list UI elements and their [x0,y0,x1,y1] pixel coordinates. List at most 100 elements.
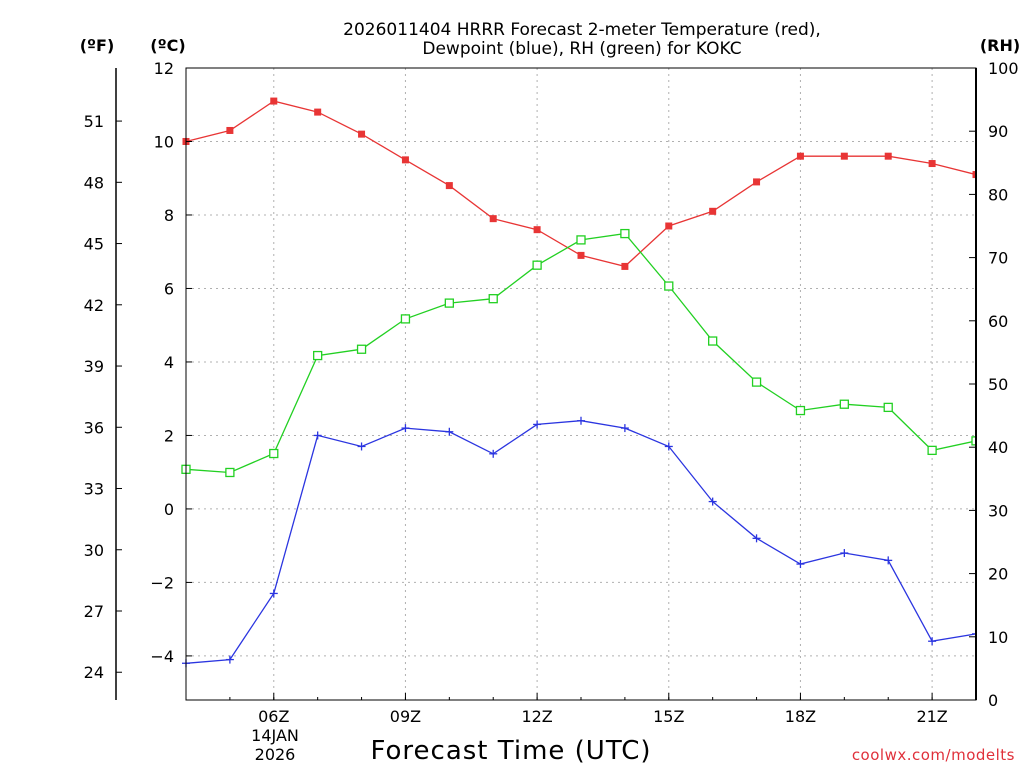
dewpoint-point [269,589,278,598]
dewpoint-point [796,560,805,569]
rh-tick-label: 80 [988,185,1008,204]
date-label-line1: 14JAN [251,726,299,745]
dewpoint-point [401,424,410,433]
dewpoint-point [840,549,849,558]
fahrenheit-tick-label: 30 [84,541,104,560]
dewpoint-point [884,556,893,565]
rh-point [356,344,367,354]
dewpoint-line [185,420,976,664]
temperature-point [445,182,453,190]
fahrenheit-tick-label: 48 [84,173,104,192]
x-tick-label: 21Z [916,707,947,726]
temperature-point [928,160,936,168]
celsius-tick-label: 4 [164,353,174,372]
temperature-point [314,108,322,116]
date-label-line2: 2026 [255,745,296,764]
rh-point [532,260,542,270]
dewpoint-point [313,431,322,440]
rh-point [883,402,893,413]
fahrenheit-tick-label: 33 [84,480,104,499]
axes-layer: 06Z 09Z 12Z 15Z 18Z 21Z−4−2024681012242730333… [84,59,1019,726]
x-tick-label: 09Z [390,707,421,726]
rh-tick-label: 30 [988,501,1008,520]
series-layer [181,97,976,668]
rh-point [751,377,762,387]
rh-tick-label: 20 [988,565,1008,584]
dewpoint-point [489,449,498,458]
dewpoint-point [928,637,937,646]
rh-point [664,281,674,291]
dewpoint-point [972,629,976,638]
temperature-point [358,130,366,138]
temperature-point [709,207,717,215]
fahrenheit-tick-label: 24 [84,663,104,682]
celsius-tick-label: 0 [164,500,174,519]
rh-tick-label: 100 [988,59,1019,78]
dewpoint-point [445,427,454,436]
temperature-point [621,262,629,270]
x-tick-label: 18Z [785,707,816,726]
rh-point [488,294,498,304]
fahrenheit-unit-label: (ºF) [80,36,115,55]
rh-tick-label: 60 [988,312,1008,331]
fahrenheit-tick-label: 39 [84,357,104,376]
dewpoint-point [577,416,585,425]
rh-point [795,405,806,416]
rh-point [839,399,849,409]
fahrenheit-tick-label: 27 [84,602,104,621]
rh-tick-label: 50 [988,375,1008,394]
fahrenheit-tick-label: 36 [84,418,104,437]
rh-point [444,298,454,308]
x-axis-label: Forecast Time (UTC) [370,736,651,766]
celsius-tick-label: −4 [150,647,174,666]
rh-tick-label: 0 [988,691,998,710]
fahrenheit-tick-label: 45 [84,235,104,254]
temperature-point [972,171,976,179]
chart-title-line2: Dewpoint (blue), RH (green) for KOKC [422,39,741,59]
celsius-tick-label: 6 [164,279,174,298]
temperature-point [401,156,409,164]
series-group [181,97,976,668]
temperature-point [753,178,761,186]
rh-point [576,235,586,245]
x-tick-label: 12Z [521,707,552,726]
temperature-point [533,226,541,234]
dewpoint-point [357,442,366,451]
dewpoint-point [752,534,761,543]
temperature-point [840,152,848,160]
chart-title-line1: 2026011404 HRRR Forecast 2-meter Tempera… [343,20,821,40]
celsius-tick-label: 12 [154,59,174,78]
rh-point [313,350,323,361]
fahrenheit-tick-label: 42 [84,296,104,315]
temperature-point [226,126,234,134]
dewpoint-point [708,497,717,506]
dewpoint-point [664,442,673,451]
rh-point [927,445,937,456]
celsius-tick-label: 10 [154,132,174,151]
rh-line [185,232,976,474]
celsius-tick-label: −2 [150,573,174,592]
rh-point [971,436,976,446]
temperature-point [796,152,804,160]
dewpoint-point [533,420,542,429]
dewpoint-point [620,424,629,433]
temperature-point [577,251,585,259]
rh-point [708,336,718,346]
rh-point [225,467,235,478]
temperature-point [884,152,892,160]
temperature-point [489,215,497,223]
celsius-unit-label: (ºC) [150,36,185,55]
rh-tick-label: 10 [988,628,1008,647]
temperature-point [665,222,673,230]
rh-tick-label: 40 [988,438,1008,457]
fahrenheit-tick-label: 51 [84,112,104,131]
x-tick-label: 15Z [653,707,684,726]
rh-tick-label: 90 [988,122,1008,141]
rh-point [400,314,411,324]
celsius-tick-label: 2 [164,426,174,445]
rh-point [620,228,630,239]
x-tick-label: 06Z [258,707,289,726]
temperature-point [270,97,278,105]
credit-text: coolwx.com/modelts [852,746,1015,764]
